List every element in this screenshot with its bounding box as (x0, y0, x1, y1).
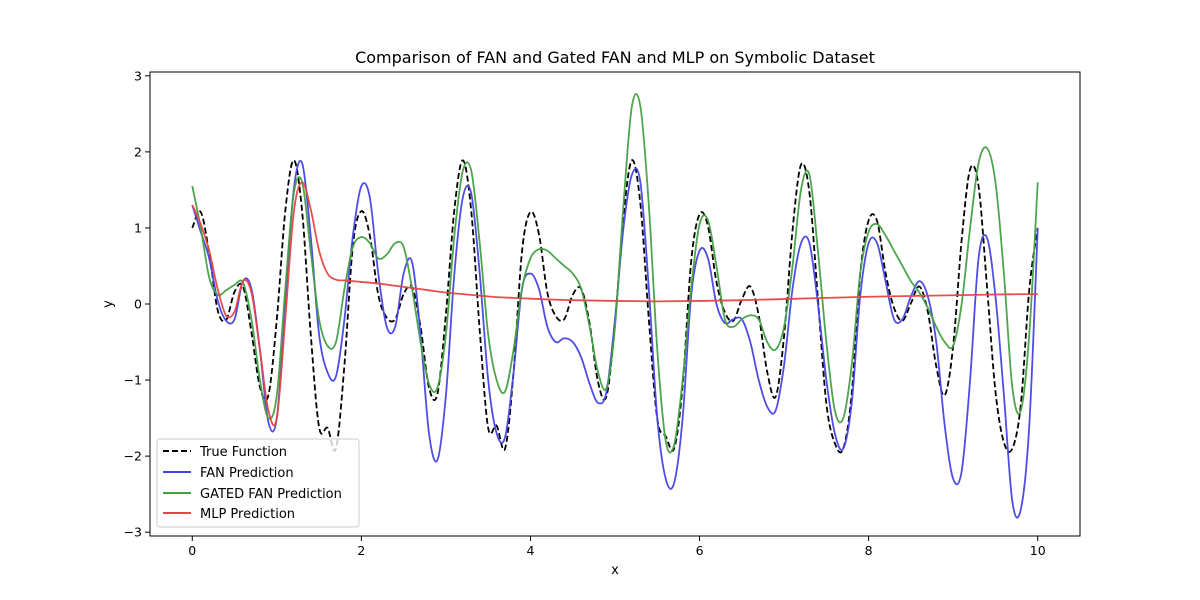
y-tick-label: 3 (134, 68, 142, 83)
legend-label-true-function: True Function (199, 445, 287, 460)
y-tick-label: −1 (124, 373, 142, 388)
x-tick-label: 0 (188, 543, 196, 558)
y-axis-label: y (101, 300, 116, 308)
y-axis: −3 −2 −1 0 1 2 3 (124, 68, 150, 540)
legend-label-fan: FAN Prediction (200, 466, 294, 481)
y-tick-label: 1 (134, 220, 142, 235)
x-tick-label: 4 (526, 543, 534, 558)
y-tick-label: −2 (124, 449, 142, 464)
x-axis: 0 2 4 6 8 10 (188, 536, 1046, 558)
x-tick-label: 2 (357, 543, 365, 558)
y-tick-label: −3 (124, 525, 142, 540)
legend-label-gated-fan: GATED FAN Prediction (200, 487, 342, 502)
series-mlp-prediction-line (191, 181, 1038, 427)
legend-label-mlp: MLP Prediction (200, 507, 295, 522)
x-axis-label: x (611, 563, 619, 578)
x-tick-label: 6 (696, 543, 704, 558)
chart-title: Comparison of FAN and Gated FAN and MLP … (355, 48, 875, 67)
legend: True Function FAN Prediction GATED FAN P… (156, 438, 360, 528)
legend-box (156, 438, 360, 528)
x-tick-label: 10 (1030, 543, 1046, 558)
x-tick-label: 8 (865, 543, 873, 558)
y-tick-label: 2 (134, 144, 142, 159)
series-gated-fan-prediction-line (191, 92, 1039, 454)
y-tick-label: 0 (134, 297, 142, 312)
